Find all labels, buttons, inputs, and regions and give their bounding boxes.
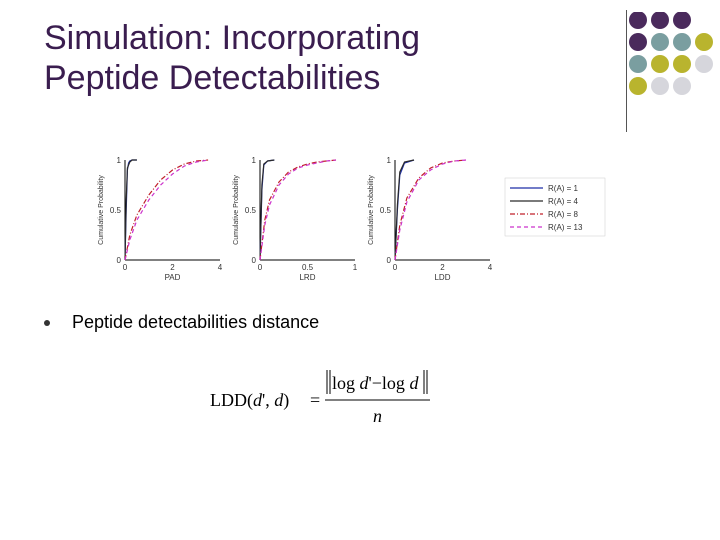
- dot-teal: [629, 55, 647, 73]
- series-line: [394, 159, 415, 261]
- legend-label: R(A) = 13: [548, 223, 583, 232]
- y-axis-label: Cumulative Probability: [98, 175, 105, 245]
- chart-panel: 0 0.5 1 0 0.5 1 LRD Cumulative Probability: [233, 156, 358, 282]
- chart-legend: R(A) = 1 R(A) = 4 R(A) = 8 R(A) = 13: [504, 177, 606, 237]
- y-tick-label: 1: [117, 156, 122, 165]
- legend-label: R(A) = 1: [548, 184, 579, 193]
- series-line: [124, 159, 209, 261]
- bullet-text: Peptide detectabilities distance: [72, 312, 320, 332]
- series-line: [259, 159, 275, 261]
- y-tick-label: 0.5: [110, 206, 122, 215]
- formula-equals: =: [310, 390, 320, 410]
- x-tick-label: 1: [353, 263, 358, 272]
- series-line: [124, 159, 137, 261]
- y-tick-label: 0.5: [245, 206, 257, 215]
- dot-teal: [673, 33, 691, 51]
- formula-denominator: n: [373, 406, 382, 426]
- formula-lhs: LDD(d', d): [210, 390, 289, 411]
- x-tick-label: 0.5: [302, 263, 314, 272]
- dot-lightgray: [651, 77, 669, 95]
- y-tick-label: 0.5: [380, 206, 392, 215]
- x-tick-label: 0: [393, 263, 398, 272]
- y-tick-label: 1: [252, 156, 257, 165]
- y-tick-label: 0: [252, 256, 257, 265]
- decorative-dot-grid: [629, 12, 713, 95]
- title-line-1: Simulation: Incorporating: [44, 19, 421, 57]
- dot-olive: [651, 55, 669, 73]
- y-axis-label: Cumulative Probability: [233, 175, 240, 245]
- y-axis-label: Cumulative Probability: [368, 175, 375, 245]
- series-line: [124, 159, 209, 261]
- x-tick-label: 0: [123, 263, 128, 272]
- title-line-2: Peptide Detectabilities: [44, 59, 381, 97]
- dot-purple: [629, 33, 647, 51]
- legend-label: R(A) = 4: [548, 197, 579, 206]
- y-tick-label: 0: [387, 256, 392, 265]
- series-line: [394, 159, 467, 261]
- dot-lightgray: [695, 55, 713, 73]
- chart-panel: 0 0.5 1 0 2 4 PAD Cumulative Probability: [98, 156, 223, 282]
- decorative-divider: [626, 10, 627, 132]
- x-axis-label: PAD: [165, 273, 181, 282]
- x-tick-label: 2: [440, 263, 445, 272]
- ldd-formula: LDD(d', d) = log d'−log d n: [210, 370, 430, 426]
- x-tick-label: 0: [258, 263, 263, 272]
- dot-purple: [673, 12, 691, 29]
- y-tick-label: 0: [117, 256, 122, 265]
- chart-panel: 0 0.5 1 0 2 4 LDD Cumulative Probability: [368, 156, 493, 282]
- x-axis-label: LDD: [434, 273, 450, 282]
- y-tick-label: 1: [387, 156, 392, 165]
- dot-olive: [673, 55, 691, 73]
- x-tick-label: 4: [218, 263, 223, 272]
- formula-numerator: log d'−log d: [332, 373, 419, 393]
- dot-lightgray: [673, 77, 691, 95]
- series-line: [259, 159, 337, 261]
- x-tick-label: 2: [170, 263, 175, 272]
- dot-olive: [695, 33, 713, 51]
- dot-olive: [629, 77, 647, 95]
- series-line: [259, 159, 337, 261]
- x-tick-label: 4: [488, 263, 493, 272]
- slide-title: Simulation: Incorporating Peptide Detect…: [44, 18, 420, 98]
- dot-purple: [629, 12, 647, 29]
- dot-teal: [651, 33, 669, 51]
- x-axis-label: LRD: [299, 273, 315, 282]
- legend-label: R(A) = 8: [548, 210, 579, 219]
- series-line: [394, 159, 467, 261]
- dot-purple: [651, 12, 669, 29]
- bullet-dot: [44, 320, 50, 326]
